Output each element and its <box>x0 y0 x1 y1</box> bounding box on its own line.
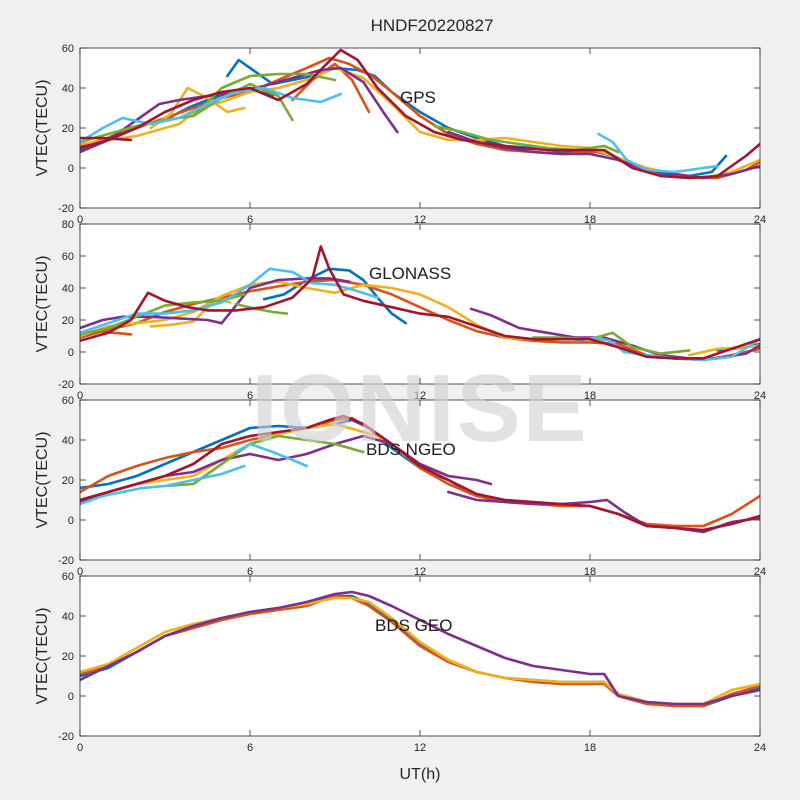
x-tick-label: 0 <box>77 566 83 578</box>
y-tick-label: 60 <box>62 43 74 55</box>
y-tick-label: 40 <box>62 435 74 447</box>
watermark-text: IONISE <box>251 355 588 462</box>
series-line <box>432 124 620 154</box>
x-tick-label: 24 <box>754 214 766 226</box>
series-line <box>574 336 760 362</box>
x-tick-label: 24 <box>754 390 766 402</box>
figure-title: HNDF20220827 <box>371 16 494 35</box>
x-tick-label: 6 <box>247 742 253 754</box>
x-tick-label: 0 <box>77 214 83 226</box>
series-line <box>532 331 691 355</box>
y-tick-label: 0 <box>68 163 74 175</box>
series-line <box>80 594 760 708</box>
panel-label: BDS NGEO <box>366 440 456 459</box>
x-tick-label: 12 <box>414 566 426 578</box>
y-tick-label: 20 <box>62 123 74 135</box>
x-tick-label: 0 <box>77 390 83 402</box>
series-line <box>92 329 133 336</box>
x-tick-label: 12 <box>414 390 426 402</box>
series-line <box>234 302 289 315</box>
series-line <box>163 434 365 488</box>
y-axis-label: VTEC(TECU) <box>34 608 51 705</box>
x-tick-label: 18 <box>584 390 596 402</box>
series-line <box>80 48 760 180</box>
y-tick-label: 60 <box>62 251 74 263</box>
y-tick-label: 60 <box>62 395 74 407</box>
y-tick-label: -20 <box>58 555 74 567</box>
series-group <box>80 414 760 534</box>
y-axis-label: VTEC(TECU) <box>34 256 51 353</box>
panel-label: BDS GEO <box>375 616 452 635</box>
y-axis-label: VTEC(TECU) <box>34 80 51 177</box>
x-tick-label: 24 <box>754 742 766 754</box>
y-tick-label: -20 <box>58 379 74 391</box>
series-line <box>291 62 371 114</box>
x-tick-label: 24 <box>754 566 766 578</box>
y-tick-label: 20 <box>62 315 74 327</box>
series-line <box>80 418 464 490</box>
series-line <box>149 86 246 130</box>
y-tick-label: 20 <box>62 651 74 663</box>
series-line <box>234 442 308 468</box>
x-tick-label: 0 <box>77 742 83 754</box>
y-tick-label: 60 <box>62 571 74 583</box>
y-tick-label: 80 <box>62 219 74 231</box>
series-line <box>80 136 133 142</box>
y-tick-label: 0 <box>68 691 74 703</box>
series-line <box>80 293 246 336</box>
y-tick-label: 0 <box>68 347 74 359</box>
series-line <box>80 315 223 330</box>
series-line <box>447 490 760 534</box>
series-line <box>80 86 342 144</box>
series-line <box>262 267 408 325</box>
series-group <box>80 590 760 708</box>
series-line <box>80 245 760 360</box>
y-tick-label: 40 <box>62 83 74 95</box>
series-group <box>80 245 760 362</box>
x-tick-label: 18 <box>584 742 596 754</box>
x-tick-label: 18 <box>584 214 596 226</box>
y-tick-label: 0 <box>68 515 74 527</box>
series-line <box>80 464 246 506</box>
y-tick-label: -20 <box>58 731 74 743</box>
panel-label: GLONASS <box>369 264 451 283</box>
y-tick-label: -20 <box>58 203 74 215</box>
x-tick-label: 6 <box>247 566 253 578</box>
y-tick-label: 20 <box>62 475 74 487</box>
panel-label: GPS <box>400 88 436 107</box>
series-line <box>80 414 760 532</box>
series-group <box>80 48 760 180</box>
y-axis-label: VTEC(TECU) <box>34 432 51 529</box>
plot-area <box>80 48 760 208</box>
series-line <box>80 590 760 706</box>
x-tick-label: 12 <box>414 214 426 226</box>
x-tick-label: 12 <box>414 742 426 754</box>
x-tick-label: 6 <box>247 214 253 226</box>
series-line <box>597 132 719 174</box>
x-axis-label: UT(h) <box>400 766 441 783</box>
series-line <box>80 267 379 335</box>
y-tick-label: 40 <box>62 611 74 623</box>
plot-area <box>80 576 760 736</box>
y-tick-label: 40 <box>62 283 74 295</box>
x-tick-label: 6 <box>247 390 253 402</box>
x-tick-label: 18 <box>584 566 596 578</box>
